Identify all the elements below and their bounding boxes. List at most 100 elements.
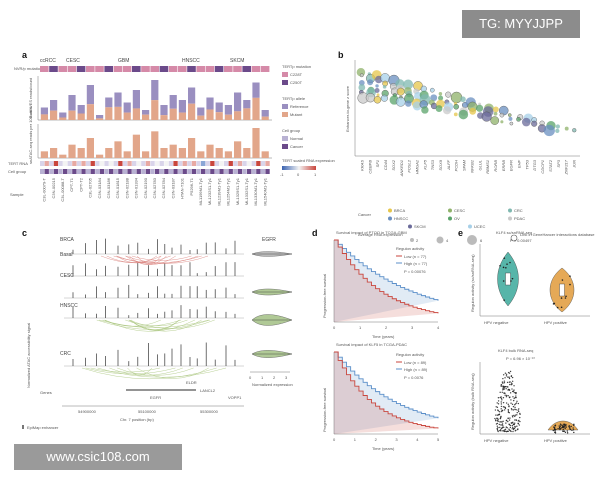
legend-mutant-swatch [282, 112, 288, 117]
cellgroup-cell-normal [178, 169, 183, 174]
cellgroup-cell-normal [76, 169, 82, 174]
bulk-point-neg [515, 402, 518, 404]
cellgroup-cell-cancer [53, 169, 59, 174]
bulk-point-neg [511, 424, 514, 427]
cellgroup-cell-normal [86, 169, 91, 174]
mutation-cell [196, 66, 205, 72]
km-xtick: 4 [437, 325, 440, 330]
bulk-point-neg [518, 424, 521, 426]
bulk-point-pos [564, 431, 567, 434]
gene-label: STAT2 [548, 159, 553, 172]
group-skcm: SKCM [230, 58, 244, 64]
bulk-bar-mutant [86, 104, 94, 120]
violin-point [502, 266, 505, 269]
cellgroup-cell-normal [224, 169, 229, 174]
gene-bubble [403, 79, 414, 90]
violin-top-title: KLF4 sc/snRNA-seq [496, 230, 532, 235]
legend-c250t: C250T [290, 80, 303, 85]
gene-eldr: ELDR [186, 380, 197, 385]
km-curve [334, 239, 439, 314]
bulk-point-neg [497, 403, 500, 405]
sample-label: C3N-01334 [134, 177, 139, 198]
sample-label: C3N-03184 [97, 177, 102, 198]
legend-reference-swatch [282, 104, 288, 109]
gene-bubble [358, 84, 366, 91]
bulk-bar-mutant [160, 115, 168, 120]
legend-allele-title: TERTp allele [282, 96, 306, 101]
bulk-point-neg [500, 430, 502, 432]
gene-label: SF1 [375, 160, 380, 167]
row-label-mutation: NVR/p mutation [14, 66, 42, 71]
enhancer-arc [131, 319, 180, 331]
bulk-bar-reference [215, 102, 223, 113]
violin-point [505, 267, 507, 269]
bulk-point-neg [512, 409, 515, 411]
bulk-point-neg [514, 425, 516, 428]
gene-label: CEBPB [367, 160, 372, 174]
enhancer-arc [128, 319, 215, 329]
bulk-point-neg [511, 403, 514, 406]
bulk-point-neg [508, 372, 511, 374]
legend-rna-tick-pos: 1 [314, 172, 317, 177]
gene-bubble [458, 109, 469, 120]
sample-label: C3L-00088-T [60, 177, 65, 201]
mutation-cell [178, 66, 187, 72]
bulk-point-neg [512, 426, 514, 429]
bulk-bar-reference [151, 80, 159, 101]
cellgroup-cell-normal [113, 169, 118, 174]
bulk-point-neg [514, 392, 517, 394]
bulk-point-neg [511, 388, 513, 390]
bulk-bar-reference [68, 95, 76, 111]
gene-bubble [438, 95, 444, 101]
rna-cell-cancer [99, 161, 105, 166]
km-top-ylabel: Progression-free survival [322, 274, 327, 318]
cellgroup-cell-normal [95, 169, 100, 174]
gene-bubble [493, 111, 498, 116]
cellgroup-cell-normal [205, 169, 210, 174]
rna-cell-cancer [265, 161, 270, 166]
snatac-bar [243, 148, 251, 158]
cancer-legend-label: UCEC [474, 224, 485, 229]
legend-size-small [410, 238, 414, 242]
row-label-rna: TERT RNA [8, 161, 28, 166]
rna-cell-cancer [136, 161, 141, 166]
bulk-point-neg [514, 403, 517, 405]
mutation-cell [187, 66, 196, 72]
bulk-point-neg [512, 416, 514, 418]
panel-b-label: b [338, 50, 344, 60]
cellgroup-cell-cancer [72, 169, 77, 174]
cancer-legend-label: HNSCC [394, 216, 408, 221]
gene-bubble [492, 106, 499, 113]
enhancer-arc [131, 255, 192, 261]
gene-bubble [421, 106, 429, 114]
rna-cell-normal [113, 161, 118, 166]
bulk-point-neg [516, 428, 519, 431]
mutation-cell [242, 66, 251, 72]
mutation-cell [141, 66, 150, 72]
km-xtick: 3 [411, 325, 414, 330]
cellgroup-cell-cancer [109, 169, 114, 174]
bulk-point-neg [514, 422, 516, 424]
gene-label: DTG3 [532, 159, 537, 170]
bulk-point-neg [505, 385, 507, 388]
cellgroup-cell-cancer [247, 169, 252, 174]
sample-label: ML1329S1-Ty1 [235, 177, 240, 205]
snatac-bar [59, 154, 67, 158]
bulk-point-neg [514, 430, 517, 432]
bulk-point-neg [513, 427, 516, 430]
bulk-point-neg [514, 408, 516, 410]
gene-label: PCDH [454, 160, 459, 171]
gene-label: KRAS [360, 160, 365, 171]
sample-label: C3N-02188 [124, 177, 129, 198]
cellgroup-cell-normal [214, 169, 220, 174]
bulk-point-neg [519, 412, 521, 415]
bulk-point-neg [504, 394, 506, 396]
legend-c250t-swatch [282, 80, 288, 85]
bulk-bar-mutant [77, 113, 85, 120]
track-crc: CRC [60, 351, 71, 357]
gene-label: ERRB [501, 160, 506, 171]
km-top-xticks: 0 1 2 3 4 [333, 325, 440, 330]
cancer-legend-dot [448, 208, 452, 213]
bulk-bar-mutant [215, 112, 223, 120]
